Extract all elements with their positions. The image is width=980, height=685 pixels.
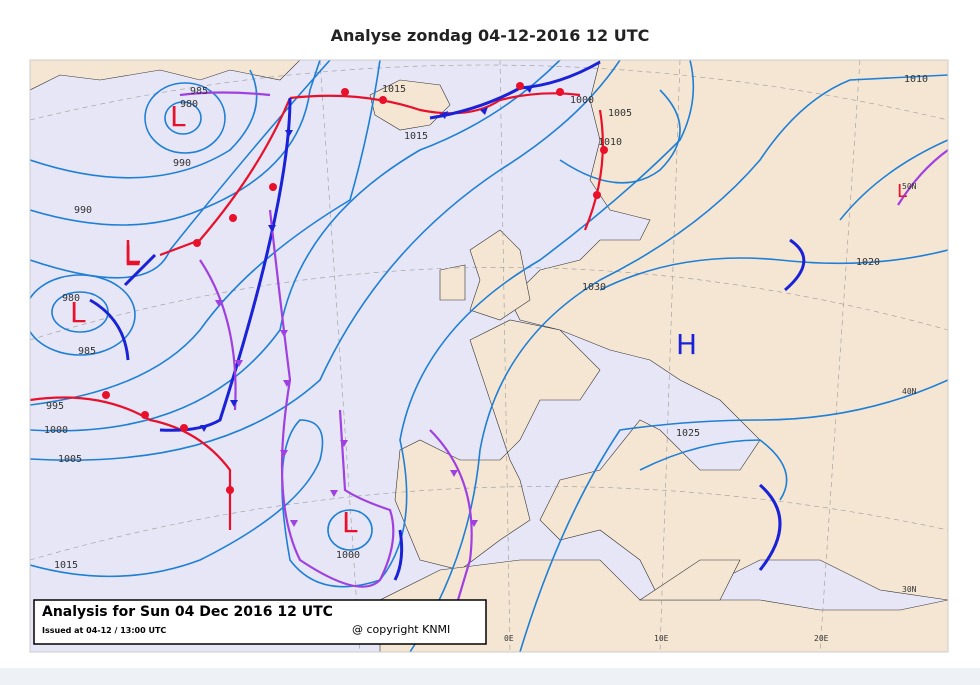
labels: L L L L L H 1015 1015 985 980 990 990 980 985 995 1000 1… [44, 74, 928, 643]
isobar-label: 1020 [856, 257, 880, 268]
caption-issued: Issued at 04-12 / 13:00 UTC [42, 626, 166, 635]
isobar-label: 990 [173, 158, 191, 169]
title: Analyse zondag 04-12-2016 12 UTC [331, 26, 650, 45]
isobar-label: 1005 [58, 454, 82, 465]
pressure-center: L [897, 181, 907, 202]
isobar-label: 1015 [404, 131, 428, 142]
isobars [30, 60, 948, 652]
isobar-label: 985 [78, 346, 96, 357]
low-marker-strokes [126, 240, 140, 264]
isobar-label: 1000 [336, 550, 360, 561]
graticule-label: 30N [902, 585, 917, 594]
isobar-label: 1015 [54, 560, 78, 571]
graticule-label: 40N [902, 387, 917, 396]
pressure-center: L [342, 506, 358, 539]
isobar-label: 990 [74, 205, 92, 216]
isobar-label: 1015 [382, 84, 406, 95]
isobar-label: 985 [190, 86, 208, 97]
graticule-label: 20E [814, 634, 829, 643]
footer-band [0, 668, 980, 685]
land [30, 60, 948, 652]
graticule [30, 60, 948, 652]
caption-copyright: @ copyright KNMI [352, 623, 450, 636]
caption-title: Analysis for Sun 04 Dec 2016 12 UTC [42, 604, 333, 620]
isobar-label: 1010 [904, 74, 928, 85]
isobar-label: 1030 [582, 282, 606, 293]
graticule-label: 0E [504, 634, 514, 643]
caption-box: Analysis for Sun 04 Dec 2016 12 UTC Issu… [33, 599, 487, 645]
isobar-label: 1025 [676, 428, 700, 439]
isobar-label: 1010 [598, 137, 622, 148]
fronts [30, 60, 948, 611]
pressure-center: L [124, 239, 140, 272]
isobar-label: 995 [46, 401, 64, 412]
pressure-center: L [70, 296, 86, 329]
graticule-label: 50N [902, 182, 917, 191]
isobar-label: 1000 [44, 425, 68, 436]
pressure-center: H [676, 328, 697, 361]
pressure-center: L [170, 100, 186, 133]
graticule-label: 10E [654, 634, 669, 643]
isobar-label: 980 [62, 293, 80, 304]
map [29, 59, 949, 653]
isobar-label: 1000 [570, 95, 594, 106]
isobar-label: 1005 [608, 108, 632, 119]
isobar-label: 980 [180, 99, 198, 110]
